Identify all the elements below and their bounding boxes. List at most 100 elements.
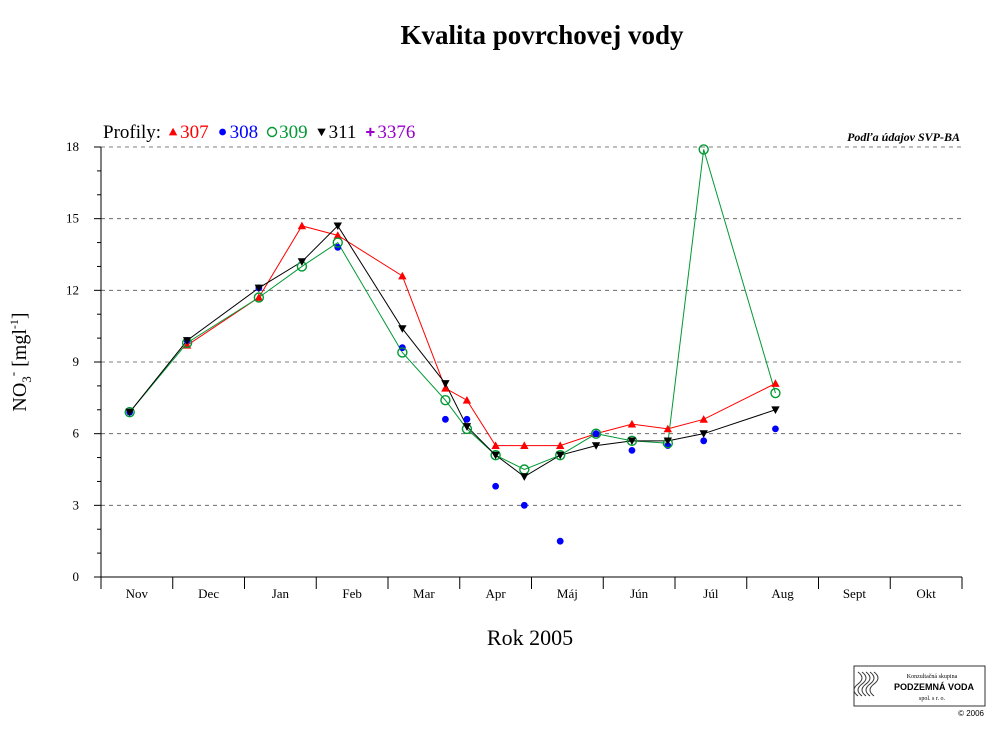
legend-marker-309 xyxy=(266,126,278,138)
y-label-unit-open: [mgl xyxy=(9,329,31,367)
y-label-main: NO xyxy=(9,383,31,412)
point-307 xyxy=(297,221,307,230)
point-308 xyxy=(556,537,564,545)
point-308 xyxy=(520,501,528,509)
point-307 xyxy=(520,441,529,449)
point-311 xyxy=(254,284,264,293)
x-tick-label: Júl xyxy=(703,586,719,601)
legend-marker-307 xyxy=(168,127,178,136)
x-tick-label: Máj xyxy=(557,586,578,601)
series-line-309 xyxy=(129,149,776,471)
y-axis-ticks: 0 3 6 9 12 15 18 xyxy=(66,139,101,584)
y-tick-label: 12 xyxy=(66,282,79,297)
y-tick-label: 3 xyxy=(73,497,80,512)
series-line-307 xyxy=(186,225,776,447)
x-tick-label: Apr xyxy=(486,586,507,601)
point-307 xyxy=(771,379,780,387)
point-307 xyxy=(441,384,450,392)
point-307 xyxy=(462,396,472,404)
point-307 xyxy=(627,419,637,428)
y-label-sup: - xyxy=(5,372,20,376)
point-308 xyxy=(463,415,471,423)
source-note: Podľa údajov SVP-BA xyxy=(847,130,960,144)
legend-marker-3376 xyxy=(366,127,375,137)
point-311 xyxy=(462,423,472,431)
logo-wave-icon xyxy=(853,671,879,697)
point-307 xyxy=(254,293,264,301)
svg-text:NO3- [mgl-1]: NO3- [mgl-1] xyxy=(5,312,34,411)
x-tick-label: Nov xyxy=(126,586,149,601)
y-label-unit-close: ] xyxy=(9,312,31,319)
point-309 xyxy=(590,428,602,439)
point-311 xyxy=(333,222,342,231)
point-311 xyxy=(398,325,407,333)
point-309 xyxy=(332,237,343,248)
point-311 xyxy=(297,258,307,266)
y-tick-label: 6 xyxy=(73,426,80,441)
logo-line-3: spol. s r. o. xyxy=(919,696,946,702)
series-line-311 xyxy=(129,225,776,478)
point-309 xyxy=(253,292,265,303)
point-308 xyxy=(772,425,779,433)
point-309 xyxy=(555,449,566,461)
legend-title: Profily: xyxy=(103,122,161,143)
legend-item-309: 309 xyxy=(279,122,308,143)
point-309 xyxy=(626,435,638,447)
logo-copyright: © 2006 xyxy=(958,709,984,718)
point-308 xyxy=(492,482,500,490)
point-311 xyxy=(556,451,565,460)
x-tick-label: Jún xyxy=(630,586,649,601)
point-307 xyxy=(491,441,500,449)
y-tick-label: 18 xyxy=(66,139,79,154)
x-tick-label: Dec xyxy=(198,586,219,601)
x-axis-ticks: Nov Dec Jan Feb Mar Apr Máj Jún Júl Aug Sept Okt xyxy=(100,577,963,601)
x-tick-label: Mar xyxy=(413,586,435,601)
logo-line-1: Konzultačná skupina xyxy=(907,674,958,680)
point-307 xyxy=(663,424,673,433)
point-311 xyxy=(491,451,500,460)
point-307 xyxy=(699,415,708,423)
logo-line-2: PODZEMNÁ VODA xyxy=(894,682,975,692)
legend-marker-311 xyxy=(317,128,326,137)
grid xyxy=(101,146,962,506)
point-311 xyxy=(441,380,450,388)
y-tick-label: 0 xyxy=(73,569,80,584)
y-tick-label: 9 xyxy=(73,354,80,369)
y-axis-label: NO3- [mgl-1] xyxy=(5,312,34,411)
series-lines xyxy=(129,149,776,478)
point-311 xyxy=(520,473,529,481)
legend-item-311: 311 xyxy=(329,122,357,143)
legend-item-308: 308 xyxy=(230,122,259,143)
point-309 xyxy=(770,387,781,399)
point-311 xyxy=(699,430,708,438)
x-tick-label: Feb xyxy=(342,586,362,601)
point-308 xyxy=(442,415,449,423)
point-311 xyxy=(182,337,192,345)
point-309 xyxy=(124,406,135,418)
point-307 xyxy=(333,231,342,239)
point-308 xyxy=(700,437,708,445)
point-308 xyxy=(592,430,600,438)
legend-item-3376: 3376 xyxy=(377,122,415,143)
point-311 xyxy=(771,406,780,414)
point-309 xyxy=(490,449,501,461)
x-axis-label: Rok 2005 xyxy=(487,625,573,650)
legend-item-307: 307 xyxy=(180,122,209,143)
x-tick-label: Jan xyxy=(272,586,290,601)
point-307 xyxy=(556,441,565,449)
point-311 xyxy=(627,437,637,446)
series-markers xyxy=(124,144,781,545)
y-label-unit-sup: -1 xyxy=(7,319,21,329)
point-311 xyxy=(125,408,134,417)
x-tick-label: Sept xyxy=(843,586,867,601)
point-309 xyxy=(440,395,451,406)
point-307 xyxy=(398,271,407,280)
point-309 xyxy=(397,347,408,358)
legend: Profily: 307 308 309 311 3376 xyxy=(103,122,415,143)
x-tick-label: Aug xyxy=(771,586,794,601)
y-label-sub: 3 xyxy=(19,376,34,383)
point-311 xyxy=(663,437,673,446)
company-logo: Konzultačná skupina PODZEMNÁ VODA spol. … xyxy=(853,665,986,718)
chart-title: Kvalita povrchovej vody xyxy=(401,20,684,50)
